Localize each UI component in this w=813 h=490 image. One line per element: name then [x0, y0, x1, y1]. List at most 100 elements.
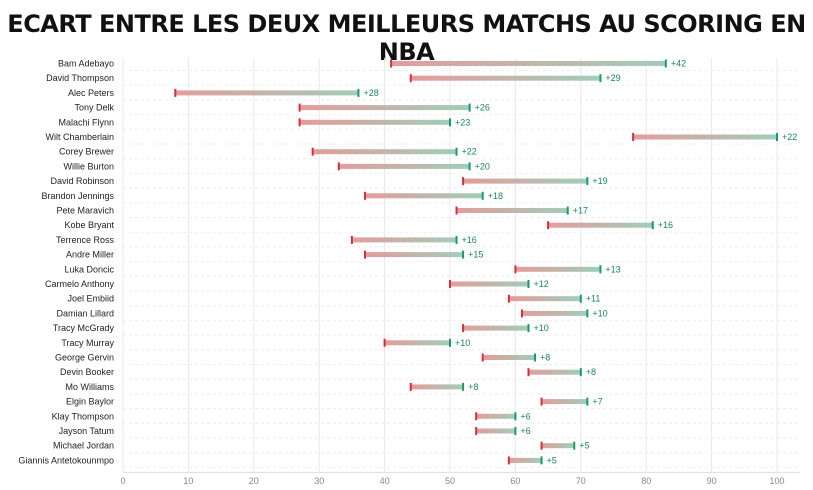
gap-label: +15: [468, 250, 483, 260]
player-name: Willie Burton: [63, 161, 114, 171]
player-name: David Robinson: [50, 176, 114, 186]
low-score-marker: [337, 162, 340, 171]
player-name: Andre Miller: [66, 250, 114, 260]
gap-label: +8: [468, 382, 478, 392]
gap-bar: [521, 310, 588, 316]
player-name: David Thompson: [46, 73, 114, 83]
gap-bar: [456, 208, 568, 213]
low-score-marker: [449, 280, 451, 288]
low-score-marker: [174, 88, 177, 97]
high-score-marker: [566, 206, 569, 215]
player-name: Damian Lillard: [56, 308, 114, 318]
player-name: Devin Booker: [60, 367, 114, 377]
player-name: Alec Peters: [68, 88, 115, 98]
gap-bar: [450, 281, 529, 287]
high-score-marker: [462, 382, 465, 391]
low-score-marker: [514, 265, 517, 274]
low-score-marker: [540, 441, 543, 450]
gap-label: +42: [671, 59, 686, 69]
gap-label: +28: [363, 88, 378, 98]
low-score-marker: [462, 177, 465, 186]
low-score-marker: [409, 382, 412, 391]
high-score-marker: [599, 265, 602, 274]
gap-bar: [508, 296, 581, 302]
gap-label: +22: [462, 147, 477, 157]
player-name: Luka Doncic: [64, 264, 114, 274]
gap-bar: [633, 134, 777, 140]
gap-bar: [299, 105, 470, 111]
player-name: Malachi Flynn: [58, 117, 114, 127]
player-name: George Gervin: [55, 353, 114, 363]
gap-bar: [476, 413, 516, 419]
x-tick-label: 90: [707, 476, 717, 486]
gap-bar: [482, 355, 536, 360]
low-score-marker: [547, 221, 550, 230]
gap-label: +29: [605, 73, 620, 83]
gap-bar: [541, 399, 588, 405]
gap-bar: [515, 266, 601, 272]
gap-bar: [299, 119, 450, 125]
gap-bar: [528, 369, 581, 375]
player-name: Bam Adebayo: [58, 59, 114, 69]
x-tick-label: 50: [445, 476, 455, 486]
x-tick-label: 20: [249, 476, 259, 486]
gap-label: +11: [586, 294, 601, 304]
gap-label: +18: [488, 191, 503, 201]
player-name: Tracy Murray: [61, 338, 114, 348]
low-score-marker: [298, 103, 301, 112]
player-name: Giannis Antetokounmpo: [18, 455, 114, 465]
player-name: Tracy McGrady: [53, 323, 115, 333]
high-score-marker: [468, 162, 471, 171]
high-score-marker: [357, 88, 360, 97]
labels-layer: Bam Adebayo +42 David Thompson +29 Alec Pete…: [18, 59, 797, 466]
high-score-marker: [481, 191, 484, 200]
bars-layer: [174, 59, 778, 465]
x-tick-label: 0: [120, 476, 125, 486]
x-axis: 0 10 20 30 40 50 60 70 80 90 100: [120, 471, 800, 486]
gap-label: +10: [533, 323, 548, 333]
low-score-marker: [481, 353, 484, 362]
x-tick-label: 60: [510, 476, 520, 486]
high-score-marker: [527, 324, 530, 333]
low-score-marker: [507, 456, 510, 465]
player-name: Jayson Tatum: [59, 426, 114, 436]
high-score-marker: [455, 147, 458, 156]
gap-label: +16: [462, 235, 477, 245]
gap-bar: [384, 340, 450, 346]
gap-label: +8: [586, 367, 596, 377]
gap-label: +7: [592, 397, 602, 407]
gap-bar: [476, 428, 516, 434]
gap-bar: [338, 163, 470, 169]
gap-bar: [312, 149, 457, 155]
player-name: Joel Embiid: [67, 294, 114, 304]
low-score-marker: [363, 191, 366, 200]
high-score-marker: [664, 59, 667, 68]
player-name: Carmelo Anthony: [45, 279, 115, 289]
player-name: Corey Brewer: [59, 147, 114, 157]
low-score-marker: [475, 412, 478, 421]
low-score-marker: [455, 206, 458, 215]
x-tick-label: 80: [641, 476, 651, 486]
high-score-marker: [586, 397, 589, 406]
gap-label: +5: [547, 455, 557, 465]
player-name: Terrence Ross: [56, 235, 115, 245]
low-score-marker: [363, 250, 366, 259]
high-score-marker: [599, 74, 602, 83]
high-score-marker: [579, 294, 582, 303]
gap-bar: [548, 222, 653, 228]
high-score-marker: [514, 412, 517, 421]
low-score-marker: [507, 294, 510, 303]
gap-bar: [364, 252, 464, 258]
x-tick-label: 10: [183, 476, 193, 486]
gap-label: +6: [520, 411, 530, 421]
player-name: Mo Williams: [66, 382, 115, 392]
gap-bar: [463, 325, 529, 331]
gap-label: +10: [592, 308, 607, 318]
player-name: Elgin Baylor: [66, 397, 114, 407]
x-tick-label: 30: [314, 476, 324, 486]
chart-title: ECART ENTRE LES DEUX MEILLEURS MATCHS AU…: [7, 10, 806, 66]
player-name: Kobe Bryant: [64, 220, 114, 230]
gap-bar: [175, 90, 359, 96]
high-score-marker: [527, 280, 530, 288]
